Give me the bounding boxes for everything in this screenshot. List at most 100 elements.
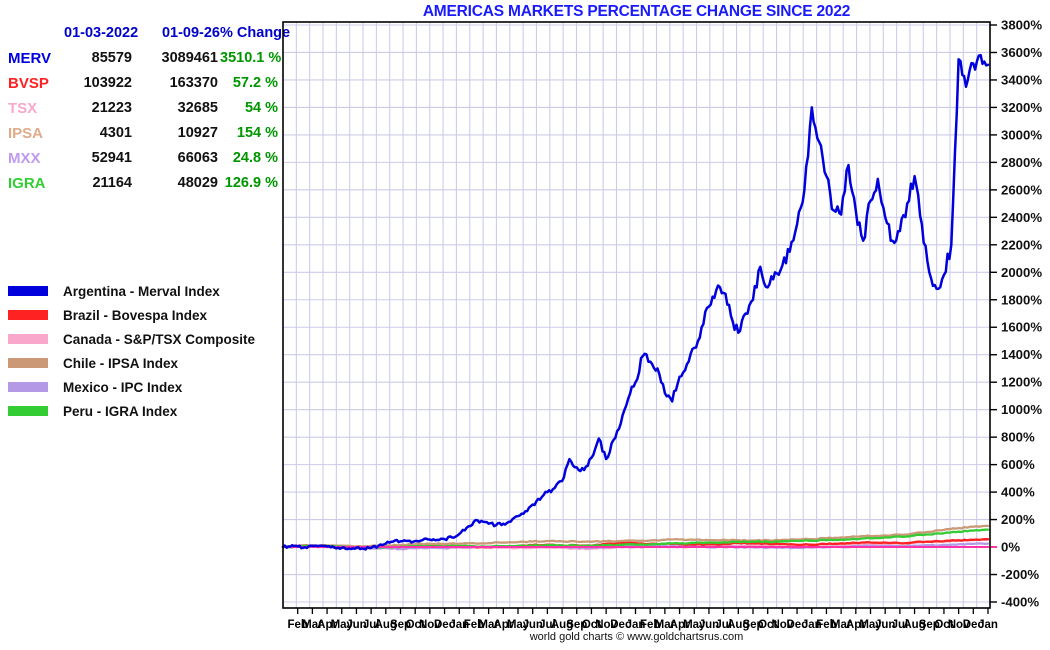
x-tick-label: Oct (406, 619, 425, 631)
x-tick-label: Aug (375, 619, 397, 631)
y-tick-label: 2800% (1001, 155, 1042, 170)
x-tick-label: Aug (903, 619, 925, 631)
y-tick-label: 2600% (1001, 182, 1042, 197)
x-tick-label: Sep (742, 619, 763, 631)
y-tick-label: 2400% (1001, 210, 1042, 225)
table-row-change-tsx: 54 % (244, 100, 278, 116)
x-tick-label: Feb (816, 619, 836, 631)
y-tick-label: -200% (1001, 567, 1039, 582)
y-tick-label: 1400% (1001, 347, 1042, 362)
table-row-start-ipsa: 4301 (99, 125, 132, 141)
legend-item: Mexico - IPC Index (8, 375, 255, 399)
legend-item: Brazil - Bovespa Index (8, 303, 255, 327)
x-tick-label: May (331, 619, 354, 631)
table-row-symbol-bvsp: BVSP (8, 75, 49, 92)
table-row-change-merv: 3510.1 % (220, 50, 282, 66)
series-line-mxx (281, 542, 990, 551)
x-tick-label: Mar (831, 619, 852, 631)
x-tick-label: Feb (464, 619, 484, 631)
table-row-end-igra: 48029 (177, 175, 218, 191)
x-tick-label: Oct (582, 619, 601, 631)
legend-label: Peru - IGRA Index (63, 403, 178, 419)
x-tick-label: Sep (566, 619, 587, 631)
table-row-change-ipsa: 154 % (236, 125, 278, 141)
table-row-change-bvsp: 57.2 % (232, 75, 278, 91)
x-tick-label: Nov (595, 619, 617, 631)
x-tick-label: Aug (551, 619, 573, 631)
table-row-change-igra: 126.9 % (224, 175, 278, 191)
x-tick-label: Jul (892, 619, 909, 631)
legend-swatch-icon (8, 382, 48, 392)
y-tick-label: -400% (1001, 595, 1039, 610)
table-row-start-igra: 21164 (92, 175, 132, 191)
legend-label: Mexico - IPC Index (63, 379, 183, 395)
y-tick-label: 3600% (1001, 45, 1042, 60)
y-tick-label: 1000% (1001, 402, 1042, 417)
x-tick-label: Jun (522, 619, 542, 631)
x-tick-label: Jan (978, 619, 998, 631)
x-tick-label: Feb (287, 619, 307, 631)
table-row-symbol-merv: MERV (8, 50, 52, 67)
y-tick-label: 200% (1001, 512, 1035, 527)
x-tick-label: Dec (787, 619, 809, 631)
legend-swatch-icon (8, 310, 48, 320)
x-tick-label: Jan (626, 619, 646, 631)
legend-swatch-icon (8, 406, 48, 416)
x-tick-label: Dec (963, 619, 985, 631)
x-tick-label: Aug (727, 619, 749, 631)
y-tick-label: 3800% (1001, 18, 1042, 33)
legend-item: Canada - S&P/TSX Composite (8, 327, 255, 351)
y-tick-label: 800% (1001, 430, 1035, 445)
legend-label: Brazil - Bovespa Index (63, 307, 208, 323)
x-tick-label: May (859, 619, 882, 631)
x-tick-label: May (507, 619, 530, 631)
x-tick-label: Jun (699, 619, 719, 631)
y-tick-label: 2200% (1001, 237, 1042, 252)
table-row-end-merv: 3089461 (161, 50, 218, 66)
legend-swatch-icon (8, 334, 48, 344)
table-row-start-bvsp: 103922 (83, 75, 132, 91)
x-tick-label: Jul (363, 619, 380, 631)
table-row-symbol-igra: IGRA (8, 175, 46, 192)
table-row-symbol-tsx: TSX (8, 100, 38, 117)
x-tick-label: Apr (493, 619, 513, 631)
x-tick-label: Apr (670, 619, 690, 631)
x-tick-label: Sep (919, 619, 940, 631)
table-row-change-mxx: 24.8 % (232, 150, 278, 166)
table-header-change: % Change (220, 25, 291, 41)
x-tick-label: Sep (390, 619, 411, 631)
x-tick-label: Nov (772, 619, 794, 631)
x-tick-label: Oct (934, 619, 953, 631)
table-row-end-ipsa: 10927 (177, 125, 218, 141)
y-tick-label: 3200% (1001, 100, 1042, 115)
x-tick-label: Mar (302, 619, 323, 631)
x-tick-label: Jul (715, 619, 732, 631)
legend-label: Argentina - Merval Index (63, 283, 220, 299)
legend-swatch-icon (8, 358, 48, 368)
legend-item: Peru - IGRA Index (8, 399, 255, 423)
x-tick-label: Feb (640, 619, 660, 631)
y-tick-label: 400% (1001, 485, 1035, 500)
plot-frame (282, 21, 991, 609)
y-tick-label: 2000% (1001, 265, 1042, 280)
legend-item: Chile - IPSA Index (8, 351, 255, 375)
table-row-end-tsx: 32685 (177, 100, 218, 116)
y-tick-label: 1800% (1001, 292, 1042, 307)
x-tick-label: Jun (346, 619, 366, 631)
y-tick-label: 3000% (1001, 127, 1042, 142)
summary-table: 01-03-2022 01-09-26 % Change MERV 85579 30… (2, 21, 291, 196)
y-tick-label: 1600% (1001, 320, 1042, 335)
legend-swatch-icon (8, 286, 48, 296)
x-tick-label: Jan (802, 619, 822, 631)
x-tick-label: Apr (846, 619, 866, 631)
series-line-ipsa (281, 524, 990, 549)
table-row-start-tsx: 21223 (91, 100, 132, 116)
table-row-start-merv: 85579 (91, 50, 132, 66)
table-header-end-date: 01-09-26 (161, 25, 220, 41)
x-tick-label: Jan (449, 619, 469, 631)
x-tick-label: Jun (875, 619, 895, 631)
y-tick-label: 600% (1001, 457, 1035, 472)
x-tick-label: Jul (539, 619, 556, 631)
